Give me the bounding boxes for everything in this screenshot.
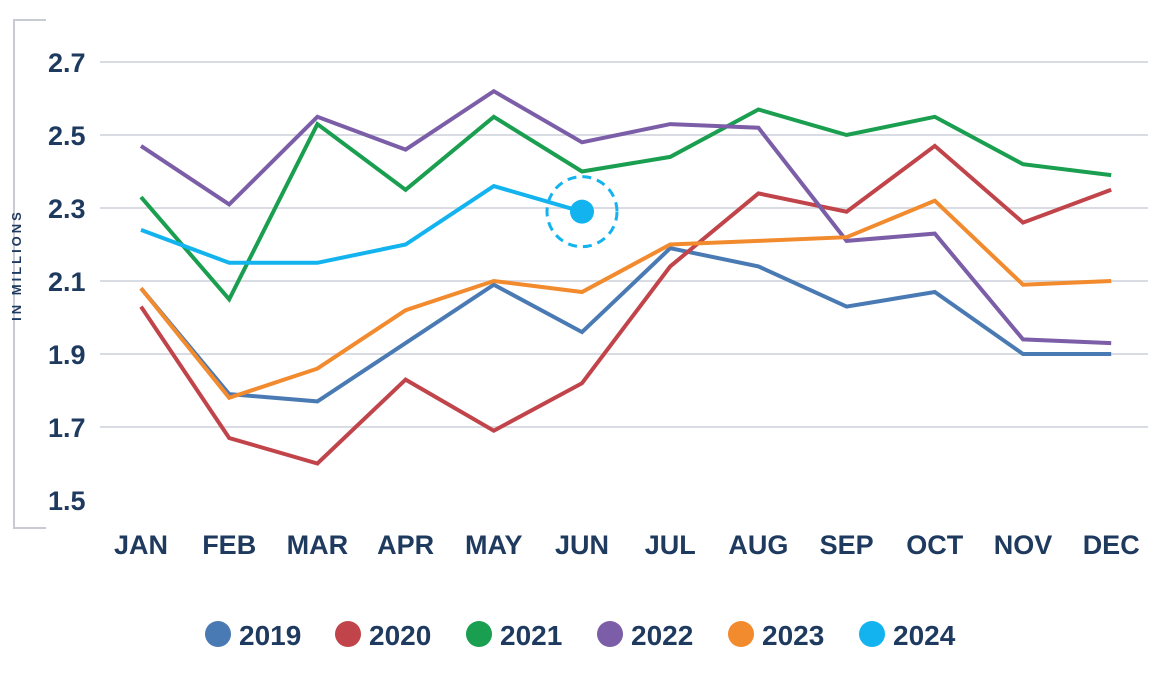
series-line-2021 [139, 107, 1112, 303]
legend-swatch [466, 621, 492, 647]
legend-label: 2020 [369, 620, 431, 651]
series-line-2020 [139, 143, 1112, 466]
x-tick-label: JUN [555, 530, 609, 560]
legend-item-2020: 2020 [335, 620, 431, 651]
y-tick-label: 2.3 [48, 194, 86, 224]
x-tick-label: NOV [994, 530, 1053, 560]
y-tick-label: 2.5 [48, 121, 86, 151]
legend-swatch [597, 621, 623, 647]
legend-swatch [859, 621, 885, 647]
legend-label: 2022 [631, 620, 693, 651]
x-tick-label: JAN [114, 530, 168, 560]
y-tick-label: 1.7 [48, 413, 86, 443]
x-tick-label: APR [377, 530, 434, 560]
legend-item-2021: 2021 [466, 620, 562, 651]
y-axis: 1.5 1.7 1.9 2.1 2.3 2.5 2.7 [13, 19, 86, 529]
y-axis-title: IN MILLIONS [9, 209, 24, 321]
series-lines [139, 88, 1112, 466]
series-line-2019 [139, 246, 1112, 404]
y-tick-label: 1.5 [48, 486, 86, 516]
legend-label: 2023 [762, 620, 824, 651]
series-line-2022 [139, 88, 1112, 346]
y-tick-label: 2.1 [48, 267, 86, 297]
x-tick-label: SEP [820, 530, 874, 560]
legend-swatch [728, 621, 754, 647]
x-tick-label: OCT [906, 530, 964, 560]
current-point-highlight [545, 175, 619, 249]
y-tick-label: 1.9 [48, 340, 86, 370]
legend-item-2022: 2022 [597, 620, 693, 651]
x-tick-label: JUL [645, 530, 696, 560]
x-tick-label: AUG [728, 530, 788, 560]
x-axis: JAN FEB MAR APR MAY JUN JUL AUG SEP OCT NOV DEC [114, 530, 1140, 560]
legend-label: 2024 [893, 620, 956, 651]
y-tick-label: 2.7 [48, 48, 86, 78]
legend: 2019 2020 2021 2022 2023 2024 [205, 620, 956, 651]
x-tick-label: DEC [1083, 530, 1140, 560]
highlight-ring [545, 175, 619, 249]
highlight-point [570, 199, 594, 224]
legend-swatch [335, 621, 361, 647]
x-tick-label: FEB [202, 530, 256, 560]
x-tick-label: MAR [287, 530, 349, 560]
legend-label: 2021 [500, 620, 562, 651]
series-line-2024 [140, 183, 583, 265]
legend-label: 2019 [239, 620, 301, 651]
legend-item-2024: 2024 [859, 620, 956, 651]
legend-item-2023: 2023 [728, 620, 824, 651]
x-tick-label: MAY [465, 530, 523, 560]
y-axis-bracket [13, 19, 46, 529]
legend-swatch [205, 621, 231, 647]
series-line-2023 [139, 198, 1112, 401]
legend-item-2019: 2019 [205, 620, 301, 651]
